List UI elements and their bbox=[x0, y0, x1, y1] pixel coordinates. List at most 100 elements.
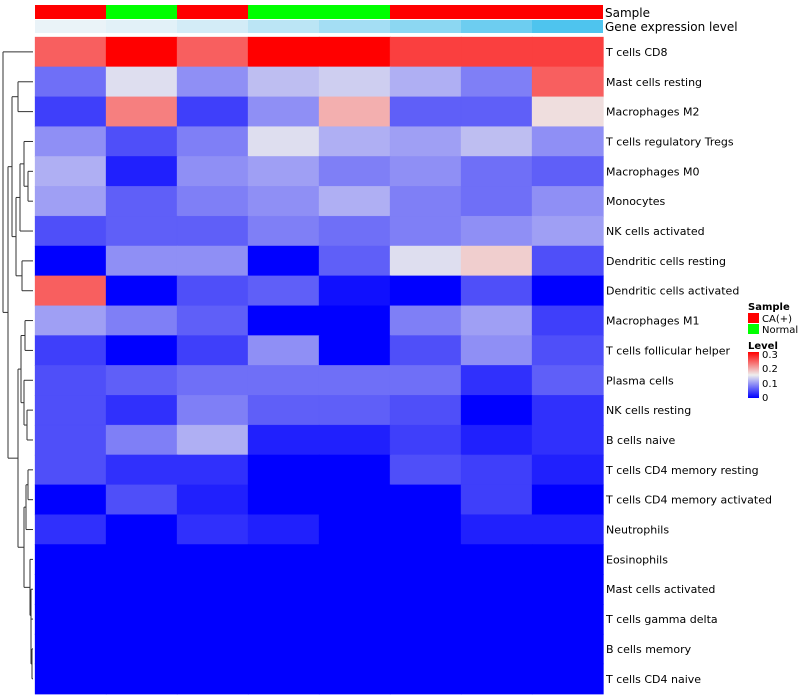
heatmap-cell bbox=[460, 544, 533, 575]
heatmap-cell bbox=[105, 574, 178, 605]
gene-expression-annotation-cell bbox=[35, 20, 106, 33]
heatmap-cell bbox=[105, 544, 178, 575]
heatmap-cell bbox=[247, 395, 320, 426]
heatmap-cell bbox=[318, 544, 391, 575]
sample-annotation-cell bbox=[106, 5, 177, 19]
sample-annotation-cell bbox=[35, 5, 106, 19]
heatmap-cell bbox=[318, 66, 391, 98]
heatmap-cell bbox=[247, 36, 320, 68]
heatmap-cell bbox=[531, 604, 604, 635]
row-label: Eosinophils bbox=[606, 553, 668, 566]
legend-level-colorbar bbox=[748, 352, 759, 398]
heatmap-cell bbox=[389, 156, 462, 187]
row-labels: T cells CD8 Mast cells resting Macrophages… bbox=[605, 46, 772, 686]
sample-annotation-cell bbox=[461, 5, 532, 19]
heatmap-cell bbox=[105, 365, 178, 396]
row-label: T cells regulatory Tregs bbox=[605, 135, 734, 148]
heatmap-cell bbox=[389, 633, 462, 665]
row-label: Mast cells resting bbox=[606, 76, 702, 89]
heatmap-cell bbox=[318, 186, 391, 217]
legend-level-tick: 0.1 bbox=[762, 379, 778, 390]
heatmap-cell bbox=[247, 574, 320, 605]
sample-annotation-cell bbox=[248, 5, 319, 19]
gene-expression-annotation-cell bbox=[532, 20, 603, 33]
row-label: Dendritic cells activated bbox=[606, 285, 739, 298]
heatmap-cell bbox=[531, 663, 604, 695]
heatmap-cell bbox=[176, 395, 249, 426]
legend-swatch-normal bbox=[748, 324, 759, 334]
row-label: Macrophages M2 bbox=[606, 106, 699, 119]
heatmap-cell bbox=[247, 514, 320, 546]
heatmap-cell bbox=[389, 424, 462, 456]
legend-level-title: Level bbox=[748, 341, 778, 352]
heatmap-cell bbox=[34, 156, 107, 187]
heatmap-cell bbox=[105, 484, 178, 516]
heatmap-cell bbox=[389, 186, 462, 217]
heatmap-cell bbox=[105, 215, 178, 247]
heatmap-cell bbox=[460, 126, 533, 158]
heatmap-cell bbox=[389, 484, 462, 516]
legend-level-tick: 0 bbox=[762, 393, 768, 404]
heatmap-cell bbox=[176, 215, 249, 247]
sample-annotation-bar bbox=[35, 5, 603, 19]
heatmap-cell bbox=[460, 245, 533, 277]
gene-expression-annotation-cell bbox=[461, 20, 532, 33]
heatmap-cell bbox=[105, 156, 178, 187]
heatmap-cell bbox=[531, 544, 604, 575]
heatmap-cell bbox=[34, 36, 107, 68]
heatmap-cell bbox=[105, 395, 178, 426]
legend-swatch-ca bbox=[748, 313, 759, 323]
gene-expression-annotation-bar bbox=[35, 20, 603, 33]
heatmap-cell bbox=[34, 305, 107, 337]
heatmap-cell bbox=[105, 36, 178, 68]
heatmap-cell bbox=[389, 305, 462, 337]
heatmap-cell bbox=[105, 96, 178, 128]
heatmap-cell bbox=[318, 633, 391, 665]
heatmap-cell bbox=[176, 186, 249, 217]
legend-level-tick: 0.2 bbox=[762, 364, 778, 375]
row-label: T cells CD4 memory activated bbox=[605, 494, 772, 507]
heatmap-cell bbox=[34, 365, 107, 396]
heatmap-cell bbox=[105, 186, 178, 217]
gene-expression-annotation-cell bbox=[248, 20, 319, 33]
heatmap-cell bbox=[318, 454, 391, 486]
heatmap-cell bbox=[460, 604, 533, 635]
heatmap-cell bbox=[247, 454, 320, 486]
heatmap-cell bbox=[34, 66, 107, 98]
heatmap-cell bbox=[460, 36, 533, 68]
heatmap-cell bbox=[105, 604, 178, 635]
heatmap-cell bbox=[460, 156, 533, 187]
heatmap-cell bbox=[247, 633, 320, 665]
legend-sample-title: Sample bbox=[748, 302, 790, 313]
heatmap-cell bbox=[247, 365, 320, 396]
heatmap-cell bbox=[247, 604, 320, 635]
heatmap-cell bbox=[34, 514, 107, 546]
row-label: T cells CD4 memory resting bbox=[605, 464, 759, 477]
row-label: T cells gamma delta bbox=[605, 613, 718, 626]
heatmap-cell bbox=[34, 335, 107, 367]
row-label: NK cells resting bbox=[606, 404, 691, 417]
heatmap-cell bbox=[247, 186, 320, 217]
heatmap-cell bbox=[247, 663, 320, 695]
heatmap-cell bbox=[460, 454, 533, 486]
heatmap-cell bbox=[318, 305, 391, 337]
heatmap-cell bbox=[247, 335, 320, 367]
heatmap-cell bbox=[460, 335, 533, 367]
row-label: Macrophages M0 bbox=[606, 165, 699, 178]
heatmap-cell bbox=[34, 663, 107, 695]
sample-annotation-cell bbox=[177, 5, 248, 19]
heatmap-cell bbox=[176, 574, 249, 605]
gene-expression-annotation-cell bbox=[319, 20, 390, 33]
heatmap-cell bbox=[531, 96, 604, 128]
heatmap-cell bbox=[389, 544, 462, 575]
heatmap-cell bbox=[318, 245, 391, 277]
sample-annotation-cell bbox=[532, 5, 603, 19]
heatmap-cell bbox=[460, 305, 533, 337]
heatmap-cell bbox=[176, 156, 249, 187]
heatmap-cell bbox=[318, 424, 391, 456]
heatmap-cell bbox=[460, 96, 533, 128]
heatmap-cell bbox=[460, 186, 533, 217]
row-dendrogram bbox=[2, 51, 33, 680]
heatmap-cell bbox=[318, 514, 391, 546]
legend-level-tick: 0.3 bbox=[762, 350, 778, 361]
